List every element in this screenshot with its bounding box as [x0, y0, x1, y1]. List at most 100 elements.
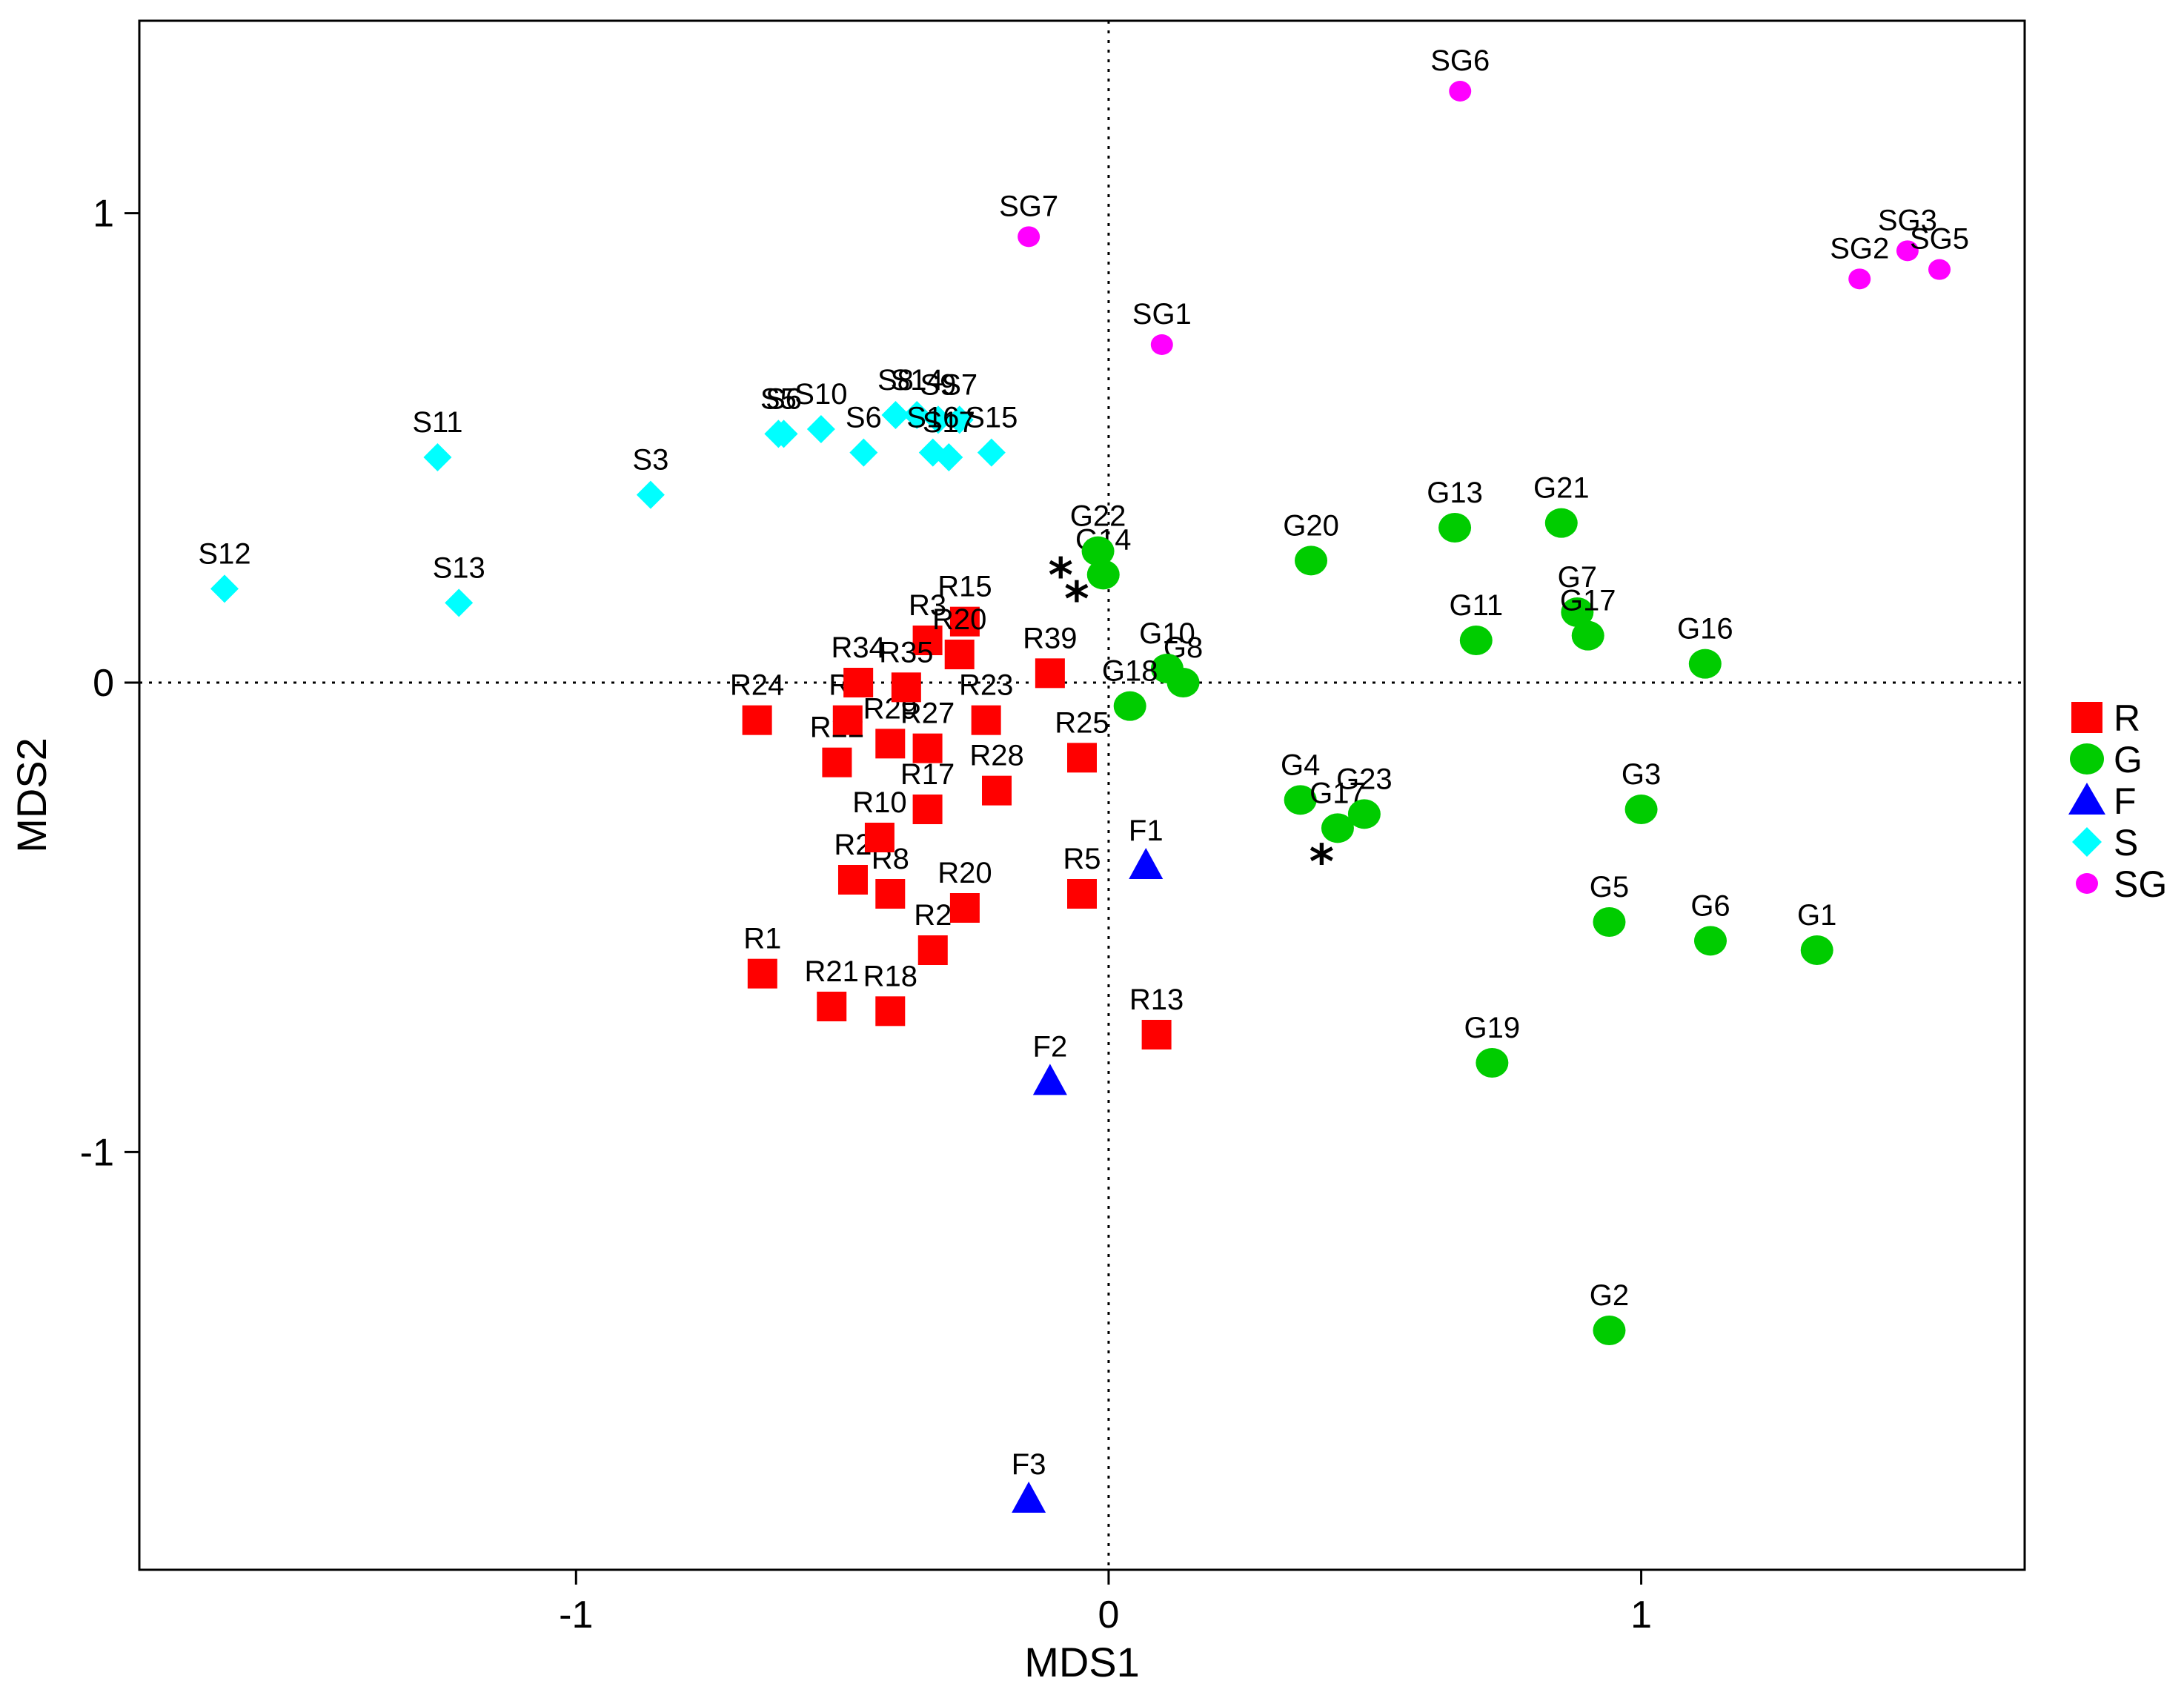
point-sg3 [1896, 240, 1919, 262]
point-r10 [864, 823, 894, 852]
point-sg1 [1150, 334, 1173, 355]
point-label-g5: G5 [1590, 871, 1629, 903]
y-axis-title: MDS2 [8, 737, 55, 853]
point-label-r21: R21 [805, 955, 859, 988]
point-label-sg3: SG3 [1878, 204, 1937, 236]
point-r3 [912, 626, 943, 655]
point-label-r2: R2 [914, 899, 952, 932]
point-label-s6: S6 [846, 402, 882, 434]
point-g13 [1438, 513, 1472, 543]
y-tick-label: 0 [93, 662, 114, 705]
series-g: G1G2G3G4G5G6G7G8G10G11G13G14G16G17G17G18… [1070, 472, 1836, 1345]
point-label-r17: R17 [900, 758, 955, 791]
point-r2 [917, 935, 948, 965]
point-r34 [843, 668, 874, 697]
point-sg6 [1449, 81, 1472, 102]
point-label-g19: G19 [1464, 1012, 1521, 1044]
point-s14 [903, 401, 932, 429]
point-label-sg6: SG6 [1430, 44, 1490, 77]
point-g14 [1086, 560, 1120, 590]
point-label-s5: S5 [760, 382, 797, 415]
point-label-r13: R13 [1129, 984, 1184, 1016]
point-label-g10: G10 [1139, 617, 1195, 650]
point-s8 [881, 401, 910, 429]
point-r28 [982, 775, 1012, 806]
point-g21 [1544, 508, 1578, 538]
point-f2 [1032, 1064, 1067, 1095]
point-label-s14: S14 [891, 364, 943, 397]
point-label-s15: S15 [965, 402, 1018, 434]
point-s6 [849, 438, 878, 467]
point-r29 [875, 729, 906, 759]
point-label-g4: G4 [1281, 749, 1320, 781]
point-g2 [1593, 1316, 1626, 1345]
point-g6 [1694, 926, 1727, 956]
legend-marker-g [2070, 743, 2104, 775]
point-label-r20: R20 [932, 603, 986, 636]
legend-label-f: F [2114, 780, 2137, 822]
point-r15 [949, 606, 980, 637]
point-r39 [1035, 658, 1065, 689]
point-label-r28: R28 [969, 740, 1023, 772]
asterisk-annotation: * [1049, 549, 1073, 604]
point-s10 [806, 415, 835, 443]
point-s9 [923, 405, 952, 434]
point-label-r10: R10 [852, 786, 906, 819]
series-r: R1R2R2R3R5R8R10R13R15R17R18R20R20R21R22R… [730, 571, 1184, 1049]
point-label-g13: G13 [1427, 477, 1483, 509]
point-r20 [949, 893, 980, 923]
legend-label-s: S [2114, 822, 2138, 863]
point-label-s9: S9 [920, 368, 956, 401]
point-s17 [935, 443, 963, 471]
point-label-f3: F3 [1012, 1448, 1046, 1481]
point-g4 [1284, 785, 1317, 815]
point-g19 [1476, 1048, 1509, 1078]
point-label-s7: S7 [941, 368, 978, 401]
legend-label-sg: SG [2114, 863, 2167, 905]
point-s7 [945, 405, 974, 434]
point-s3 [636, 480, 665, 509]
point-r21 [817, 992, 847, 1021]
point-label-r27: R27 [900, 697, 955, 730]
point-r13 [1141, 1020, 1172, 1049]
point-label-sg5: SG5 [1910, 223, 1969, 256]
point-label-f2: F2 [1033, 1030, 1068, 1063]
point-g20 [1295, 545, 1328, 576]
point-sg2 [1848, 268, 1871, 290]
point-label-g17: G17 [1560, 585, 1616, 617]
legend-marker-s [2072, 827, 2102, 857]
x-tick-label: -1 [559, 1593, 593, 1636]
point-g3 [1624, 795, 1658, 824]
point-label-r35: R35 [879, 636, 933, 669]
point-r35 [891, 672, 921, 703]
point-r3 [832, 705, 863, 735]
point-label-g20: G20 [1283, 509, 1339, 542]
data-points: R1R2R2R3R5R8R10R13R15R17R18R20R20R21R22R… [198, 44, 1969, 1513]
point-r20 [944, 640, 975, 669]
point-label-s11: S11 [412, 406, 462, 439]
point-label-g1: G1 [1797, 899, 1836, 932]
point-g18 [1113, 691, 1146, 721]
legend-label-g: G [2114, 739, 2142, 780]
y-tick-label: -1 [80, 1131, 114, 1174]
point-label-g22: G22 [1070, 500, 1126, 533]
x-tick-label: 0 [1098, 1593, 1119, 1636]
point-g5 [1593, 907, 1626, 937]
point-f1 [1129, 848, 1164, 879]
point-g22 [1081, 536, 1115, 566]
x-axis-title: MDS1 [1024, 1639, 1140, 1685]
point-label-g21: G21 [1533, 472, 1590, 505]
axis-ticks: -1 0 1 -1 0 1 [80, 193, 1652, 1636]
point-label-r15: R15 [937, 571, 992, 603]
point-r23 [971, 705, 1001, 735]
point-g10 [1150, 654, 1184, 683]
point-r24 [742, 705, 772, 735]
point-g17 [1571, 620, 1604, 651]
point-label-sg7: SG7 [999, 190, 1058, 222]
point-label-r1: R1 [743, 923, 781, 955]
point-label-g11: G11 [1449, 589, 1503, 622]
